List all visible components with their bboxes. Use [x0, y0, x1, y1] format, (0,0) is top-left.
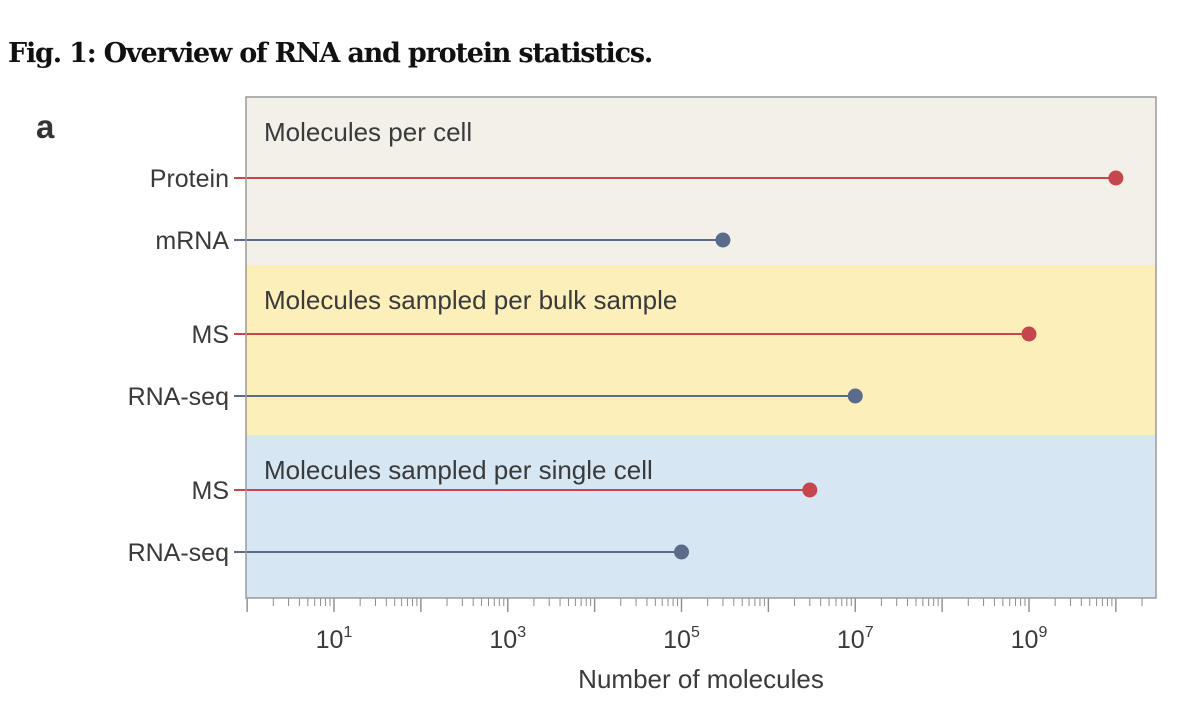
row-label: MS	[192, 477, 230, 505]
data-point	[715, 232, 731, 248]
group-band	[246, 265, 1156, 435]
data-point	[1108, 170, 1124, 186]
group-label: Molecules sampled per single cell	[264, 455, 653, 485]
data-point	[674, 544, 689, 560]
x-tick-label: 107	[837, 624, 874, 654]
figure-title: Fig. 1: Overview of RNA and protein stat…	[8, 38, 653, 69]
group-label: Molecules sampled per bulk sample	[264, 285, 677, 315]
group-band	[246, 97, 1156, 265]
panel-label: a	[36, 108, 55, 145]
x-tick-label: 109	[1011, 624, 1048, 654]
group-label: Molecules per cell	[264, 117, 472, 147]
row-label: MS	[192, 321, 230, 349]
row-label: RNA-seq	[128, 383, 229, 411]
row-label: mRNA	[155, 227, 229, 255]
x-tick-label: 105	[663, 624, 700, 654]
x-tick-label: 103	[489, 624, 526, 654]
row-label: RNA-seq	[128, 539, 229, 567]
row-label: Protein	[150, 165, 229, 193]
plot-frame	[245, 96, 1157, 599]
x-tick-label: 101	[316, 624, 353, 654]
data-point	[1021, 326, 1037, 342]
data-point	[802, 482, 818, 498]
x-axis-title: Number of molecules	[578, 664, 824, 694]
group-band	[246, 435, 1156, 598]
data-point	[847, 388, 863, 404]
